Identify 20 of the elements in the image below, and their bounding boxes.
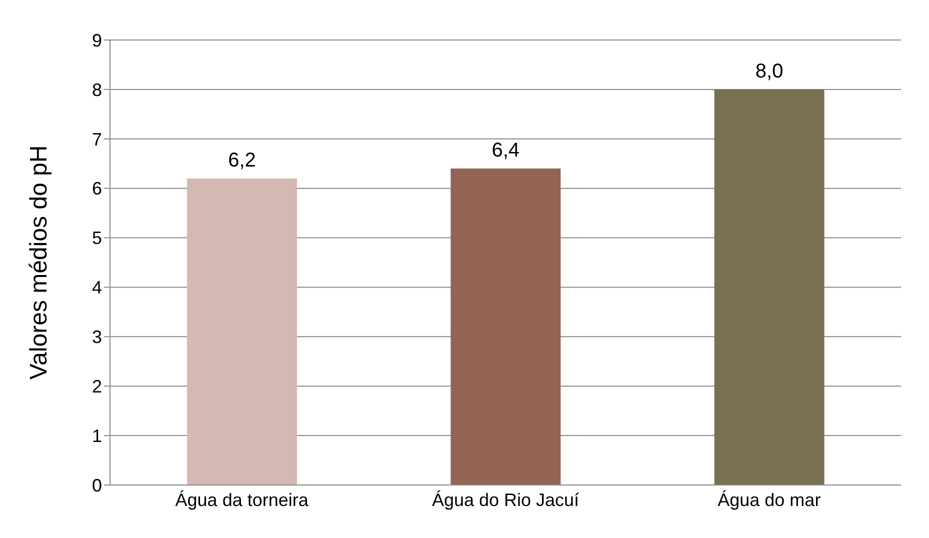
y-tick-label: 8 (92, 80, 102, 100)
y-tick-label: 1 (92, 426, 102, 446)
bar (714, 89, 824, 485)
y-tick-label: 7 (92, 129, 102, 150)
data-label: 8,0 (755, 60, 784, 82)
y-axis-title: Valores médios do pH (26, 145, 53, 380)
x-tick-label: Água da torneira (175, 490, 310, 510)
y-tick-label: 9 (92, 30, 102, 50)
data-label: 6,4 (492, 140, 520, 162)
y-tick-label: 0 (92, 475, 102, 496)
data-label: 6,2 (228, 149, 256, 172)
y-tick-label: 6 (92, 178, 102, 199)
bar (450, 168, 561, 485)
y-tick-label: 2 (92, 376, 102, 396)
x-tick-label: Água do mar (718, 490, 821, 510)
y-tick-label: 3 (92, 327, 102, 348)
x-tick-label: Água do Rio Jacuí (432, 490, 580, 510)
y-tick-label: 5 (92, 228, 102, 248)
bar (187, 178, 297, 485)
y-tick-label: 4 (92, 278, 102, 298)
